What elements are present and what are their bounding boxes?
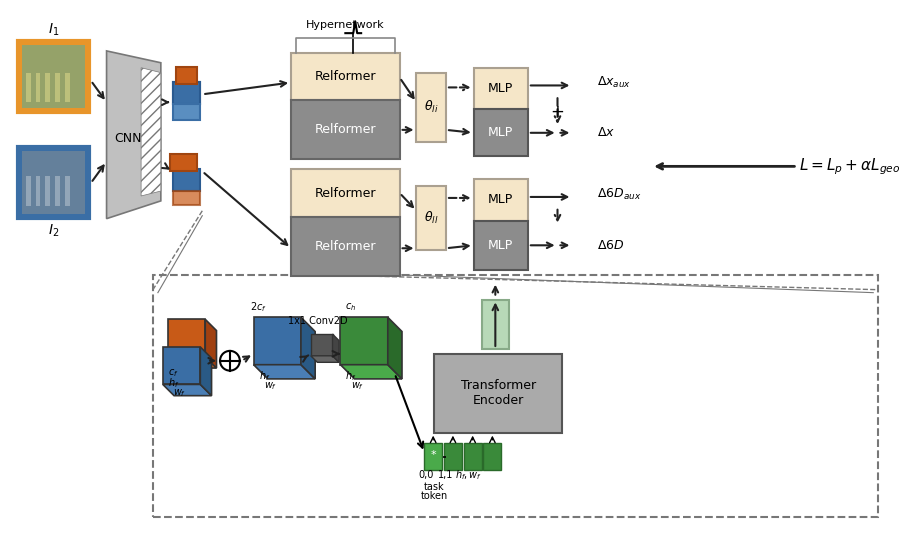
Text: $\Delta x$: $\Delta x$ [597,126,615,139]
Bar [291,217,400,276]
Text: $h_f,w_f$: $h_f,w_f$ [455,468,482,482]
Bar [473,220,528,270]
Text: $h_f$: $h_f$ [168,377,179,391]
Polygon shape [341,317,388,365]
Text: $I_1$: $I_1$ [48,22,59,39]
Polygon shape [168,319,205,357]
Bar [26,176,30,206]
Bar [35,73,41,102]
Bar [173,82,200,104]
Text: $L = L_p + \alpha L_{geo}$: $L = L_p + \alpha L_{geo}$ [799,156,901,177]
Bar [173,191,200,205]
Bar [463,442,482,470]
Bar [66,176,70,206]
Bar [45,73,51,102]
Bar [173,169,200,191]
Text: Relformer: Relformer [315,187,376,200]
Bar [473,179,528,220]
Text: $w_f$: $w_f$ [352,380,365,392]
Bar [35,176,41,206]
Bar [444,442,462,470]
Text: MLP: MLP [487,126,513,139]
Bar [416,73,446,142]
Text: MLP: MLP [487,239,513,252]
Text: MLP: MLP [487,82,513,95]
Polygon shape [205,319,217,368]
Polygon shape [388,317,402,379]
Text: $\theta_{li}$: $\theta_{li}$ [424,99,438,115]
Polygon shape [162,347,200,385]
Text: Relformer: Relformer [315,70,376,83]
Text: +: + [550,103,565,121]
Text: $w_f$: $w_f$ [265,380,278,392]
Text: 0,0: 0,0 [418,470,434,480]
Bar [18,41,89,112]
Polygon shape [162,385,211,396]
Text: $I_2$: $I_2$ [48,223,59,239]
Bar [22,45,85,108]
Bar [291,53,400,100]
Polygon shape [168,357,217,368]
Bar [170,154,198,171]
Polygon shape [332,334,339,362]
Text: $\Delta 6D_{aux}$: $\Delta 6D_{aux}$ [597,186,641,202]
Polygon shape [254,317,301,365]
Polygon shape [200,347,211,396]
Bar [22,150,85,213]
Bar [416,186,446,250]
Text: $w_f$: $w_f$ [173,387,186,399]
Polygon shape [311,356,339,362]
Bar [55,176,60,206]
Bar [291,169,400,217]
Text: task: task [424,482,445,492]
Text: Hypernetwork: Hypernetwork [306,20,385,30]
Bar [66,73,70,102]
Circle shape [220,351,240,371]
Bar [425,442,442,470]
Text: $\theta_{ll}$: $\theta_{ll}$ [424,210,438,226]
Bar [484,442,501,470]
Text: 1,1: 1,1 [438,470,454,480]
Text: CNN: CNN [114,132,142,145]
Bar [175,67,198,85]
Text: *: * [430,450,436,461]
Bar [55,73,60,102]
Polygon shape [341,365,402,379]
Text: $c_f$: $c_f$ [168,368,178,379]
Bar [173,82,200,104]
Text: MLP: MLP [487,194,513,207]
Polygon shape [311,334,332,356]
Bar [22,45,85,108]
Polygon shape [301,317,315,379]
Bar [473,109,528,157]
Text: Relformer: Relformer [315,240,376,253]
Text: $2c_f$: $2c_f$ [250,301,267,315]
Bar [482,300,509,349]
Bar [434,354,562,433]
Polygon shape [106,51,161,219]
Bar [291,100,400,159]
Bar [173,104,200,120]
Bar [22,150,85,213]
Text: Transformer
Encoder: Transformer Encoder [461,379,536,407]
Text: $\Delta x_{aux}$: $\Delta x_{aux}$ [597,75,631,90]
Polygon shape [141,68,161,196]
Polygon shape [254,365,315,379]
Text: $\Delta 6D$: $\Delta 6D$ [597,239,625,252]
Bar [18,147,89,218]
Bar [153,275,878,517]
Text: $h_f$: $h_f$ [258,370,270,384]
Text: $h_f$: $h_f$ [345,370,357,384]
Text: Relformer: Relformer [315,124,376,136]
Text: 1x1 Conv2D: 1x1 Conv2D [288,316,348,326]
Text: $c_h$: $c_h$ [345,302,356,314]
Bar [45,176,51,206]
Bar [26,73,30,102]
Text: token: token [421,491,448,501]
Bar [473,68,528,109]
